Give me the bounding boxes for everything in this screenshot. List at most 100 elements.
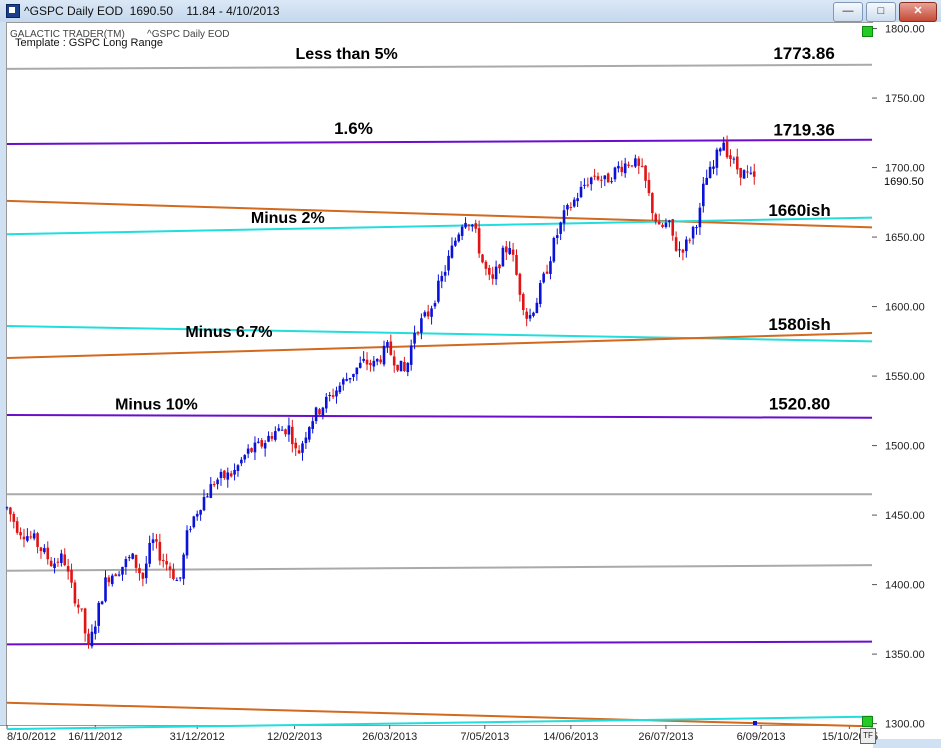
candle-body <box>70 569 73 583</box>
candle-body <box>644 165 647 181</box>
candle-body <box>708 166 712 179</box>
candle-body <box>216 479 219 485</box>
candle-body <box>576 198 579 202</box>
price-level-label: 1773.86 <box>773 44 834 63</box>
candle-body <box>583 184 586 186</box>
candle-body <box>22 536 26 540</box>
candle-body <box>538 283 542 304</box>
candle-body <box>192 516 196 528</box>
scroll-position-marker[interactable] <box>753 721 757 725</box>
candle-body <box>341 379 345 385</box>
candle-body <box>569 207 573 209</box>
candle-body <box>542 273 545 283</box>
candle-body <box>678 249 681 251</box>
candle-body <box>528 315 532 319</box>
candle-body <box>521 294 525 311</box>
candle-body <box>324 396 328 409</box>
price-axis[interactable] <box>873 22 941 739</box>
reference-line <box>6 199 873 229</box>
candle-body <box>270 436 274 439</box>
candle-body <box>685 239 688 252</box>
candle-body <box>729 155 732 159</box>
candle-body <box>178 577 182 579</box>
candle-body <box>362 358 365 361</box>
candle-body <box>199 510 202 515</box>
bottom-corner-marker[interactable] <box>862 716 873 727</box>
candle-body <box>90 631 94 647</box>
candle-body <box>691 226 695 239</box>
candle-body <box>712 166 715 169</box>
candle-body <box>131 553 134 559</box>
candle-body <box>250 448 253 452</box>
price-level-label: 1580ish <box>768 315 830 334</box>
candle-body <box>484 261 488 269</box>
candle-body <box>127 557 131 559</box>
price-level-label: 1.6% <box>334 119 373 138</box>
window-title: ^GSPC Daily EOD 1690.50 11.84 - 4/10/201… <box>24 4 280 18</box>
candle-body <box>257 441 260 443</box>
minimize-button[interactable]: — <box>833 2 863 22</box>
candle-body <box>664 222 668 228</box>
candle-body <box>107 577 111 583</box>
candle-body <box>172 569 175 579</box>
candle-body <box>423 312 427 317</box>
candle-body <box>508 248 511 254</box>
y-tick-label: 1800.00 <box>885 24 925 36</box>
maximize-button[interactable]: □ <box>866 2 896 22</box>
candle-body <box>56 561 60 563</box>
reference-line <box>6 715 873 731</box>
level-annotation: Less than 5% <box>296 46 398 63</box>
candle-body <box>481 254 484 263</box>
candle-body <box>749 172 753 174</box>
candle-body <box>416 332 420 334</box>
candle-body <box>335 390 338 397</box>
y-tick-label: 1650.00 <box>885 232 925 244</box>
candle-body <box>586 184 590 186</box>
top-corner-marker[interactable] <box>862 26 873 37</box>
candle-body <box>43 548 46 553</box>
candle-body <box>420 318 423 333</box>
date-axis[interactable] <box>0 725 873 748</box>
candle-body <box>501 247 505 267</box>
candle-body <box>593 175 596 177</box>
title-bar[interactable]: ^GSPC Daily EOD 1690.50 11.84 - 4/10/201… <box>0 0 941 22</box>
candle-body <box>321 407 325 417</box>
candle-body <box>274 431 277 440</box>
close-button[interactable]: ✕ <box>899 2 937 22</box>
candle-body <box>100 601 104 605</box>
candle-body <box>121 566 124 575</box>
candle-body <box>80 608 84 610</box>
candle-body <box>375 358 379 362</box>
candle-body <box>26 536 29 541</box>
candle-body <box>617 165 620 169</box>
candle-body <box>60 553 63 563</box>
candle-body <box>640 165 644 167</box>
candle-body <box>36 533 39 547</box>
candle-body <box>620 166 624 173</box>
candle-body <box>97 602 101 626</box>
candle-body <box>243 455 247 460</box>
candle-body <box>141 572 145 579</box>
candle-body <box>392 356 396 366</box>
candle-body <box>236 465 240 471</box>
candle-body <box>46 547 50 560</box>
x-tick-label: 7/05/2013 <box>460 731 509 743</box>
candle-body <box>552 238 556 262</box>
candle-body <box>155 539 158 542</box>
timeframe-button[interactable]: TF <box>860 728 876 744</box>
candle-body <box>19 532 22 536</box>
candle-body <box>134 554 138 568</box>
x-tick-label: 26/07/2013 <box>638 731 693 743</box>
candle-body <box>718 148 722 152</box>
candle-body <box>297 450 301 454</box>
candle-body <box>443 271 447 276</box>
x-tick-label: 6/09/2013 <box>737 731 786 743</box>
candle-body <box>365 359 369 365</box>
candle-body <box>440 275 444 282</box>
candle-body <box>433 303 437 307</box>
reference-line <box>6 414 873 419</box>
candle-body <box>209 484 213 498</box>
reference-line <box>6 216 873 236</box>
candle-body <box>32 533 36 539</box>
candle-body <box>352 373 355 377</box>
